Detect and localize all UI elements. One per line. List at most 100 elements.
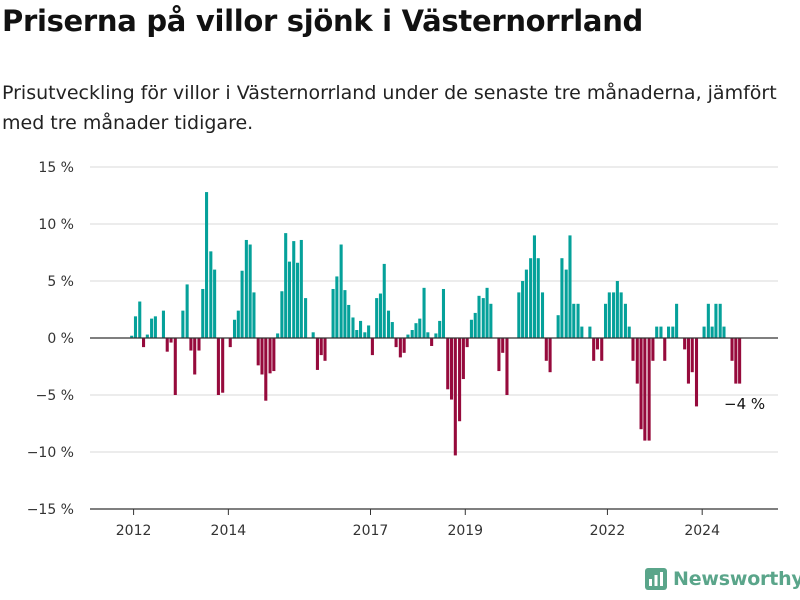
x-tick-label: 2024 [684,523,720,539]
bar-negative [631,338,635,361]
bar-negative [686,338,690,384]
x-tick-label: 2017 [353,523,389,539]
bar-negative [323,338,327,361]
bar-negative [639,338,643,430]
bar-negative [446,338,450,390]
x-tick-label: 2019 [447,523,483,539]
bar-negative [647,338,651,441]
bar-negative [216,338,220,395]
bar-positive [481,298,485,338]
bar-positive [441,288,446,338]
x-tick-label: 2014 [211,523,247,539]
bar-positive [564,269,568,338]
bar-negative [193,338,197,375]
bar-negative [268,338,272,374]
bar-positive [426,332,430,338]
bar-negative [264,338,268,401]
bar-chart: 15 % 10 % 5 % 0 % −5 % −10 % −15 % 2012 2014 2017… [27,160,778,539]
bar-negative [319,338,323,356]
bar-negative [272,338,276,372]
bar-positive [347,304,351,338]
bar-negative [643,338,647,441]
bar-negative [465,338,469,348]
bar-negative [402,338,406,353]
bar-positive [627,326,631,338]
bar-positive [560,258,564,338]
bar-negative [690,338,694,373]
bar-positive [572,303,576,338]
bar-positive [615,281,619,338]
y-tick-label: −15 % [27,502,74,518]
bar-positive [718,303,722,338]
bar-positive [284,233,288,338]
bar-positive [343,290,347,338]
bar-positive [619,292,623,338]
bar-negative [169,338,173,343]
bar-positive [248,244,252,338]
bars [130,192,742,456]
bar-positive [406,334,410,338]
bar-positive [276,333,280,338]
bar-negative [694,338,699,407]
bar-positive [485,287,489,338]
bar-positive [390,322,394,338]
bar-negative [501,338,505,353]
bar-positive [675,303,679,338]
bar-negative [228,338,232,348]
bar-positive [410,330,414,338]
bar-positive [473,312,477,338]
tick-labels: 15 % 10 % 5 % 0 % −5 % −10 % −15 % 2012 2014 2017… [27,160,720,539]
y-tick-label: 10 % [38,217,74,233]
bar-negative [142,338,146,348]
bar-positive [367,325,371,338]
bar-negative [394,338,398,348]
bar-positive [339,244,343,338]
bar-positive [311,332,315,338]
bar-negative [651,338,655,361]
bar-positive [710,326,714,338]
bar-positive [150,318,154,338]
bar-positive [434,333,438,338]
bar-positive [469,319,473,338]
bar-negative [595,338,600,350]
bar-positive [280,291,284,338]
bar-positive [304,298,308,338]
bar-negative [189,338,193,351]
chart-title: Priserna på villor sjönk i Västernorrlan… [2,4,644,38]
bar-negative [398,338,402,358]
bar-negative [730,338,734,361]
bar-positive [422,287,426,338]
bar-positive [702,326,706,338]
bar-positive [536,258,540,338]
bar-negative [197,338,201,351]
bar-negative [548,338,552,373]
bar-positive [138,301,142,338]
bar-positive [623,303,627,338]
bar-negative [635,338,639,384]
bar-positive [287,261,292,338]
bar-positive [244,239,248,338]
bar-positive [382,263,386,338]
brand-name: Newsworthy [673,568,800,590]
y-tick-label: 5 % [47,274,74,290]
bar-positive [299,239,303,338]
bar-positive [240,270,244,338]
bar-positive [133,316,138,338]
bar-positive [213,269,217,338]
bar-negative [663,338,667,361]
bar-positive [414,323,418,338]
bar-positive [477,295,481,338]
bar-negative [221,338,225,393]
bar-negative [734,338,738,384]
bar-positive [532,235,536,338]
chart-subtitle: Prisutveckling för villor i Västernorrla… [2,82,777,134]
y-tick-label: −5 % [36,388,74,404]
bar-negative [173,338,177,395]
bar-positive [706,303,710,338]
bar-negative [683,338,687,350]
bar-positive [295,262,300,338]
bar-positive [232,319,237,338]
bar-positive [359,320,363,338]
latest-value-annotation: −4 % [724,395,765,413]
bar-negative [544,338,548,361]
